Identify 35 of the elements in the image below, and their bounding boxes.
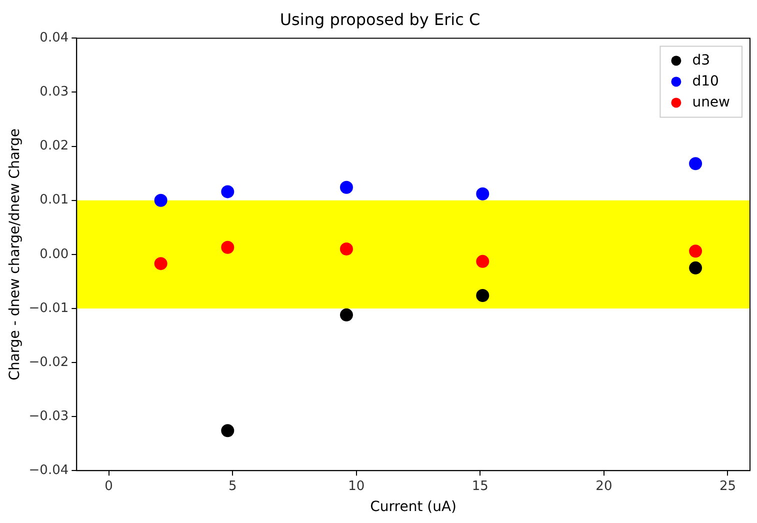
- point: [340, 180, 353, 194]
- point: [476, 288, 490, 302]
- point: [689, 244, 702, 258]
- y-tick-label: −0.03: [28, 408, 69, 424]
- y-tick-label: 0.04: [40, 30, 69, 46]
- point: [689, 157, 702, 170]
- chart-title: Using proposed by Eric C: [280, 10, 480, 29]
- x-tick-label: 15: [472, 478, 488, 494]
- y-tick-label: 0.00: [40, 246, 69, 262]
- x-tick-label: 5: [228, 478, 237, 494]
- point: [221, 424, 234, 438]
- point: [476, 187, 490, 200]
- y-tick-label: 0.03: [40, 84, 69, 100]
- point: [154, 194, 168, 207]
- point: [340, 242, 353, 256]
- x-tick-label: 20: [596, 478, 612, 494]
- legend-label: d10: [692, 73, 719, 90]
- y-tick-label: 0.02: [40, 138, 69, 154]
- point: [476, 254, 490, 268]
- point: [221, 240, 234, 254]
- x-tick-label: 0: [104, 478, 113, 494]
- x-tick-label: 25: [719, 478, 736, 494]
- point: [340, 308, 353, 322]
- legend-label: unew: [692, 94, 730, 110]
- point: [221, 185, 234, 198]
- x-axis-title: Current (uA): [370, 499, 457, 516]
- x-tick-label: 10: [348, 478, 365, 494]
- y-tick-label: −0.01: [28, 300, 69, 316]
- y-axis-title: Charge - dnew charge/dnew Charge: [7, 128, 24, 380]
- y-tick-label: 0.01: [40, 192, 69, 208]
- point: [689, 261, 702, 274]
- legend-label: d3: [692, 52, 710, 68]
- point: [154, 257, 168, 270]
- y-tick-label: −0.04: [28, 462, 69, 478]
- y-tick-label: −0.02: [28, 354, 69, 370]
